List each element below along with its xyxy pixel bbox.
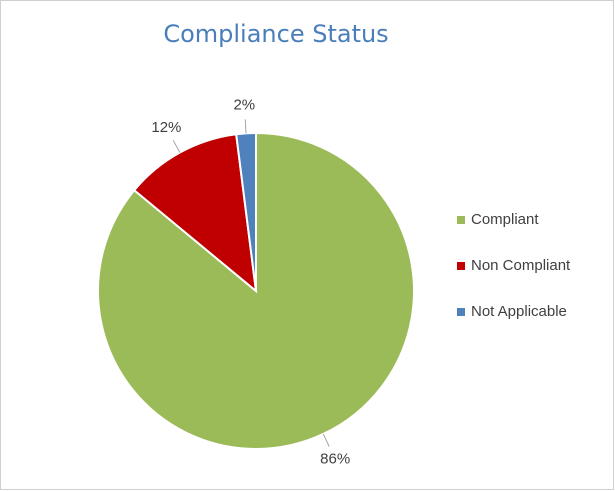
chart-title: Compliance Status bbox=[163, 20, 388, 48]
pie-slice bbox=[235, 131, 257, 292]
leader-line bbox=[322, 433, 330, 447]
legend-label: Compliant bbox=[471, 211, 539, 228]
legend-label: Non Compliant bbox=[471, 257, 571, 274]
legend-swatch bbox=[457, 262, 465, 270]
data-label: 86% bbox=[320, 450, 350, 467]
pie-slice bbox=[132, 133, 258, 294]
legend-swatch bbox=[457, 216, 465, 224]
leader-line bbox=[244, 119, 247, 134]
legend-swatch bbox=[457, 308, 465, 316]
leader-line bbox=[172, 140, 181, 153]
legend-label: Not Applicable bbox=[471, 303, 567, 320]
data-label: 2% bbox=[233, 96, 255, 113]
data-label: 12% bbox=[151, 119, 181, 136]
